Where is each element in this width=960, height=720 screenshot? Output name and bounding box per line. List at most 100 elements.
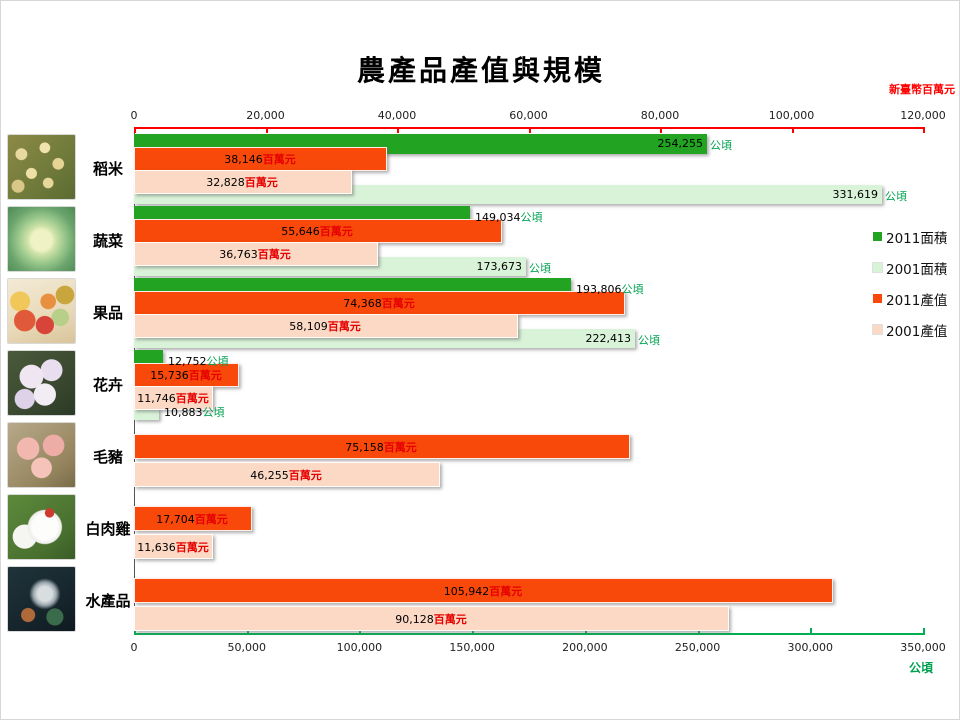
category-label: 稻米 bbox=[92, 160, 123, 178]
bar-label: 74,368百萬元 bbox=[343, 295, 415, 311]
bottom-axis-tick-label: 100,000 bbox=[336, 641, 383, 654]
bar-2001產值 bbox=[134, 314, 518, 338]
bar-value: 74,368 bbox=[343, 297, 382, 310]
bottom-axis-tick-label: 150,000 bbox=[449, 641, 495, 654]
bar-label: 32,828百萬元 bbox=[206, 174, 278, 190]
legend: 2011面積 2001面積 2011產值 2001產值 bbox=[873, 221, 959, 345]
bottom-axis-unit-label: 公頃 bbox=[908, 661, 933, 675]
bottom-axis-tick bbox=[134, 628, 136, 634]
bar-unit: 百萬元 bbox=[194, 513, 228, 526]
bar-unit: 百萬元 bbox=[319, 225, 353, 238]
bar-label: 46,255百萬元 bbox=[250, 467, 322, 483]
category-band: 105,942百萬元 90,128百萬元 bbox=[134, 564, 923, 636]
category-label: 水產品 bbox=[85, 592, 131, 610]
top-axis-tick-label: 80,000 bbox=[640, 109, 680, 122]
category-label: 蔬菜 bbox=[92, 232, 123, 250]
legend-label: 2011面積 bbox=[886, 230, 948, 247]
category-band: 254,255 公頃 38,146百萬元 32,828百萬元 331,619 公頃 bbox=[134, 132, 923, 204]
legend-swatch bbox=[873, 232, 882, 241]
top-axis-tick bbox=[923, 127, 925, 133]
bar-unit: 百萬元 bbox=[175, 392, 209, 405]
bar-unit: 百萬元 bbox=[288, 469, 322, 482]
bar-label: 90,128百萬元 bbox=[395, 611, 467, 627]
bar-2001產值 bbox=[134, 170, 352, 194]
bar-2011產值 bbox=[134, 219, 502, 243]
bar-value: 90,128 bbox=[395, 613, 434, 626]
bar-label: 10,883公頃 bbox=[164, 404, 225, 420]
chicken-photo bbox=[8, 495, 75, 559]
legend-swatch bbox=[873, 325, 882, 334]
bar-unit: 百萬元 bbox=[489, 585, 523, 598]
category-label: 毛豬 bbox=[92, 448, 123, 466]
top-axis-tick bbox=[660, 127, 662, 133]
bar-label: 193,806公頃 bbox=[576, 281, 644, 297]
bar-unit: 公頃 bbox=[638, 334, 660, 347]
bar-2001產值 bbox=[134, 606, 729, 631]
bar-value: 105,942 bbox=[443, 585, 490, 598]
bottom-axis-tick-label: 250,000 bbox=[674, 641, 721, 654]
bottom-axis-tick-label: 50,000 bbox=[227, 641, 266, 654]
legend-item: 2011面積 bbox=[873, 221, 959, 252]
fish-photo bbox=[8, 567, 75, 631]
top-axis-tick-label: 120,000 bbox=[900, 109, 946, 122]
bar-value: 149,034 bbox=[475, 211, 521, 224]
bottom-axis-tick bbox=[472, 628, 475, 634]
top-axis-tick bbox=[134, 127, 136, 133]
fruits-photo bbox=[8, 279, 75, 343]
category-band: 12,752 公頃 15,736百萬元 11,746百萬元 10,883公頃 bbox=[134, 348, 923, 420]
category-band: 75,158百萬元 46,255百萬元 bbox=[134, 420, 923, 492]
top-axis-tick-label: 60,000 bbox=[509, 109, 548, 122]
bar-value: 173,673 bbox=[476, 260, 523, 273]
bar-label: 11,746百萬元 bbox=[137, 390, 209, 406]
bar-value: 11,636 bbox=[137, 541, 176, 554]
bar-2001產值 bbox=[134, 386, 213, 410]
bottom-axis-tick-label: 300,000 bbox=[787, 641, 834, 654]
legend-label: 2001面積 bbox=[886, 261, 948, 278]
bar-2001產值 bbox=[134, 462, 440, 487]
top-axis-tick-label: 40,000 bbox=[377, 109, 417, 122]
bar-unit: 百萬元 bbox=[257, 248, 291, 261]
bar-label: 222,413 bbox=[586, 332, 632, 345]
bar-2001產值 bbox=[134, 242, 378, 266]
pigs-photo bbox=[8, 423, 75, 487]
top-axis-unit-label: 新臺幣百萬元 bbox=[889, 83, 955, 96]
bar-value: 38,146 bbox=[224, 153, 263, 166]
bar-unit: 公頃 bbox=[529, 262, 551, 275]
top-axis-tick bbox=[397, 127, 399, 133]
bar-value: 46,255 bbox=[250, 469, 289, 482]
bar-unit: 公頃 bbox=[520, 211, 543, 224]
bar-value: 11,746 bbox=[137, 392, 176, 405]
bar-unit: 百萬元 bbox=[327, 320, 361, 333]
bar-2011產值 bbox=[134, 147, 387, 171]
chart-title: 農產品產值與規模 bbox=[356, 54, 605, 87]
bar-label: 公頃 bbox=[885, 188, 907, 204]
bar-value: 10,883 bbox=[164, 406, 203, 419]
bottom-axis-tick-label: 0 bbox=[130, 641, 138, 654]
top-axis-tick-label: 0 bbox=[130, 109, 138, 122]
bar-unit: 公頃 bbox=[202, 406, 225, 419]
top-axis-tick bbox=[265, 127, 268, 133]
bottom-axis-tick bbox=[359, 628, 362, 634]
bottom-axis-tick-label: 350,000 bbox=[900, 641, 946, 654]
legend-label: 2001產值 bbox=[886, 323, 948, 340]
bar-unit: 公頃 bbox=[710, 139, 732, 152]
bar-unit: 百萬元 bbox=[381, 297, 415, 310]
bar-label: 173,673 bbox=[477, 260, 523, 273]
legend-item: 2001面積 bbox=[873, 252, 959, 283]
category-band: 149,034公頃 55,646百萬元 36,763百萬元 173,673 公頃 bbox=[134, 204, 923, 276]
bar-2011產值 bbox=[134, 578, 833, 603]
bar-value: 12,752 bbox=[168, 355, 207, 368]
legend-swatch bbox=[873, 263, 882, 272]
bar-value: 32,828 bbox=[206, 176, 245, 189]
bar-unit: 百萬元 bbox=[244, 176, 278, 189]
bar-label: 公頃 bbox=[710, 137, 732, 153]
bar-unit: 公頃 bbox=[621, 283, 644, 296]
bar-label: 15,736百萬元 bbox=[150, 367, 222, 383]
bar-label: 55,646百萬元 bbox=[281, 223, 353, 239]
bar-unit: 百萬元 bbox=[262, 153, 296, 166]
bar-label: 17,704百萬元 bbox=[156, 511, 228, 527]
category-band: 193,806公頃 74,368百萬元 58,109百萬元 222,413 公頃 bbox=[134, 276, 923, 348]
bar-label: 38,146百萬元 bbox=[224, 151, 296, 167]
category-band: 17,704百萬元 11,636 百萬元 bbox=[134, 492, 923, 564]
bottom-axis-tick bbox=[923, 628, 925, 634]
